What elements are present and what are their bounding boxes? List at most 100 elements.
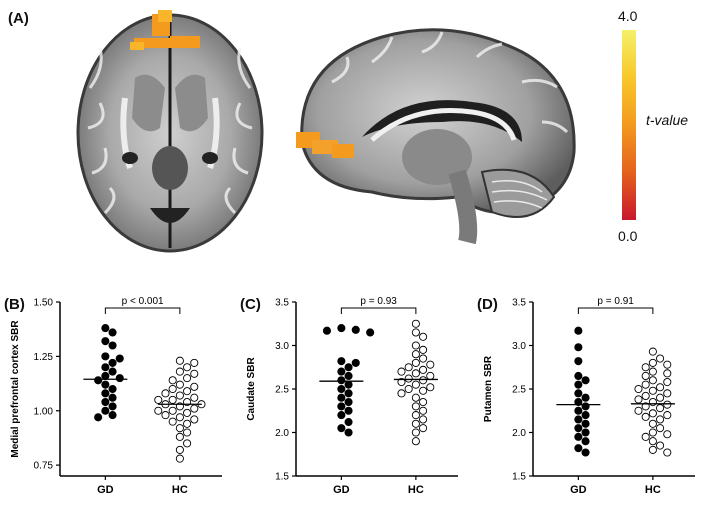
data-point [101, 363, 110, 372]
y-tick-label: 1.50 [34, 298, 54, 309]
data-point [581, 411, 590, 420]
data-point [183, 439, 192, 448]
data-point [168, 395, 177, 404]
data-point [397, 389, 406, 398]
data-point [344, 389, 353, 398]
data-point [397, 377, 406, 387]
data-point [411, 369, 420, 378]
data-point [634, 406, 643, 415]
data-point [190, 415, 199, 424]
significance-bracket [340, 307, 417, 314]
data-point [344, 371, 353, 380]
data-point [190, 358, 199, 367]
data-point [648, 428, 657, 437]
brain-figure-panel: (A) [8, 8, 688, 253]
y-tick-label: 0.75 [34, 461, 54, 472]
data-point [337, 411, 346, 420]
panel-label-b: (B) [4, 296, 25, 313]
data-point [183, 374, 192, 383]
data-point [108, 393, 117, 402]
axial-brain-image [76, 10, 264, 253]
data-point [154, 395, 163, 404]
y-axis-label: Medial prefrontal cortex SBR [10, 320, 21, 458]
data-point [656, 424, 665, 433]
data-point [648, 409, 657, 418]
data-point [663, 369, 672, 378]
y-tick-label: 1.00 [34, 406, 54, 417]
x-tick-label: HC [408, 484, 424, 496]
data-point [344, 363, 353, 372]
data-point [581, 402, 590, 411]
colorbar-min-label: 0.0 [618, 228, 638, 244]
significance-bracket [577, 307, 654, 314]
data-point [663, 430, 672, 439]
data-point [419, 345, 428, 354]
data-point [175, 454, 184, 463]
data-point [344, 398, 353, 407]
data-point [656, 404, 665, 413]
data-point [175, 367, 184, 376]
data-point [344, 406, 353, 415]
data-point [426, 360, 435, 369]
data-point [108, 411, 117, 420]
data-point [411, 419, 420, 428]
data-point [419, 354, 428, 363]
y-tick-label: 1.5 [275, 472, 289, 483]
data-point [663, 360, 672, 369]
data-point [322, 326, 332, 335]
colorbar [622, 30, 636, 220]
data-point [574, 406, 583, 415]
data-point [663, 400, 672, 409]
data-point [641, 371, 650, 380]
data-point [581, 393, 590, 402]
data-point [175, 356, 184, 365]
data-point [426, 371, 435, 380]
data-point [168, 417, 177, 426]
data-point [351, 358, 360, 367]
data-point [574, 398, 583, 407]
y-tick-label: 2.0 [275, 428, 289, 439]
data-point [94, 376, 103, 385]
significance-bracket [104, 307, 181, 314]
x-tick-label: GD [333, 484, 350, 496]
p-value-annotation: p < 0.001 [122, 296, 164, 307]
y-tick-label: 2.5 [275, 385, 289, 396]
data-point [183, 428, 192, 437]
data-point [426, 383, 435, 392]
data-point [411, 319, 420, 328]
data-point [419, 386, 428, 395]
data-point [574, 424, 583, 433]
data-point [337, 424, 346, 433]
data-point [175, 445, 184, 454]
data-point [648, 376, 657, 385]
colorbar-max-label: 4.0 [618, 8, 638, 24]
data-point [574, 444, 583, 453]
data-point [411, 328, 420, 337]
data-point [101, 371, 110, 380]
data-point [663, 377, 672, 387]
chart-panel-c: 1.5 2.0 2.5 3.0 3.5 Caudate SBR GD HC p = 0.93 (C… [236, 282, 472, 506]
data-point [411, 350, 420, 359]
data-point [574, 415, 583, 424]
data-point [656, 383, 665, 392]
data-point [168, 406, 177, 415]
panel-label-c: (C) [240, 296, 261, 313]
data-point [648, 437, 657, 446]
chart-panel-d: 1.5 2.0 2.5 3.0 3.5 Putamen SBR GD HC p = 0.91 (D… [473, 282, 709, 506]
data-point [161, 389, 170, 398]
data-point [108, 402, 117, 411]
x-tick-label: HC [645, 484, 661, 496]
data-point [337, 367, 346, 376]
data-point [641, 402, 650, 411]
data-point [648, 347, 657, 356]
data-point [648, 398, 657, 407]
data-point [108, 341, 117, 350]
data-point [634, 395, 643, 404]
y-axis-label: Putamen SBR [483, 355, 494, 422]
data-point [101, 389, 110, 398]
data-point [108, 384, 117, 394]
data-point [419, 424, 428, 433]
data-point [344, 380, 353, 389]
data-point [404, 374, 413, 383]
data-point [168, 376, 177, 385]
